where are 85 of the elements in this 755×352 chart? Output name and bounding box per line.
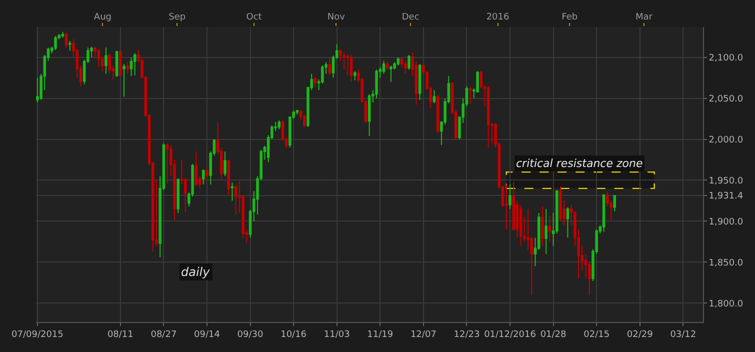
x-tick-label: 12/23 [454,330,480,340]
candlestick [544,208,548,254]
candlestick [227,159,230,196]
candlestick [176,178,180,214]
candlestick [36,77,39,103]
text: daily [181,265,211,279]
candlestick [166,142,169,184]
x-tick-label: 02/15 [584,330,610,340]
candlestick [396,56,400,66]
candlestick [350,54,353,82]
candlestick [122,63,126,98]
candlestick [382,60,386,74]
band-label: critical resistance zone [516,157,643,170]
candlestick [375,69,378,99]
candlestick [234,184,238,216]
x-tick-label: 02/29 [626,330,654,340]
candlestick [519,204,522,246]
x2-tick-label: Dec [402,12,420,22]
candlestick [314,76,317,88]
y-tick-label: 1,900.0 [708,217,744,228]
candlestick [418,63,422,100]
candlestick [230,182,234,202]
x-tick-label: 08/11 [107,330,134,340]
x-tick-label: 07/09/2015 [12,330,64,340]
candlestick [64,32,68,48]
candlestick [61,31,64,38]
candlestick [468,86,472,105]
candlestick [408,54,410,70]
candlestick [97,48,100,68]
candlestick [602,194,606,232]
candlestick [386,60,389,70]
candlestick [68,40,72,52]
candlestick [559,185,562,222]
x-tick-label: 11/19 [367,330,394,340]
candlestick [548,214,552,242]
x2-tick-label: Nov [327,12,346,22]
x-tick-label: 09/14 [194,330,220,340]
x2-tick-label: Oct [246,12,262,22]
candlestick [206,167,208,181]
y-tick-label: 1,950.0 [708,176,744,186]
x-tick-label: 12/07 [410,330,436,340]
candlestick [436,94,440,134]
y-tick-label: 2,100.0 [708,53,744,64]
x2-tick-label: Mar [636,12,653,22]
candlestick [404,60,407,74]
candlestick [119,50,122,77]
y-tick-label: 1,931.4 [708,192,744,202]
x-tick-label: 01/12/2016 [484,330,536,340]
candlestick [354,70,356,81]
candlestick [115,50,118,78]
candlestick [54,36,57,50]
candlestick [505,184,508,230]
x2-tick-label: 2016 [486,12,510,22]
candlestick [432,90,436,104]
candlestick [486,86,490,148]
candlestick [328,56,332,76]
y-tick-label: 2,000.0 [708,135,744,146]
x2-tick-label: Aug [94,12,112,22]
candlestick [278,120,281,130]
candlestick [508,184,512,210]
candlestick [541,206,544,246]
candlestick [303,114,306,128]
candlestick [104,46,108,74]
x2-tick-label: Sep [168,12,186,22]
y-tick-label: 2,050.0 [708,94,744,104]
candlestick [613,194,616,212]
candlestick [390,65,392,82]
candlestick [130,56,133,77]
x-tick-label: 10/16 [280,330,307,340]
x-tick-label: 11/03 [324,330,350,340]
candlestick [194,151,198,186]
x-tick-label: 03/12 [670,330,696,340]
candlestick [368,94,371,136]
y-tick-label: 1,800.0 [708,299,744,310]
x-tick-label: 08/27 [150,330,177,340]
candlestick [224,151,226,177]
candlestick [202,169,205,185]
x2-tick-label: Feb [562,12,578,22]
candlestick [566,206,570,238]
candlestick [296,109,299,116]
candlestick [126,62,130,74]
candlestick [133,52,136,76]
y-tick-label: 1,850.0 [708,258,744,268]
x-tick-label: 09/30 [237,330,264,340]
x-tick-label: 01/28 [540,330,567,340]
